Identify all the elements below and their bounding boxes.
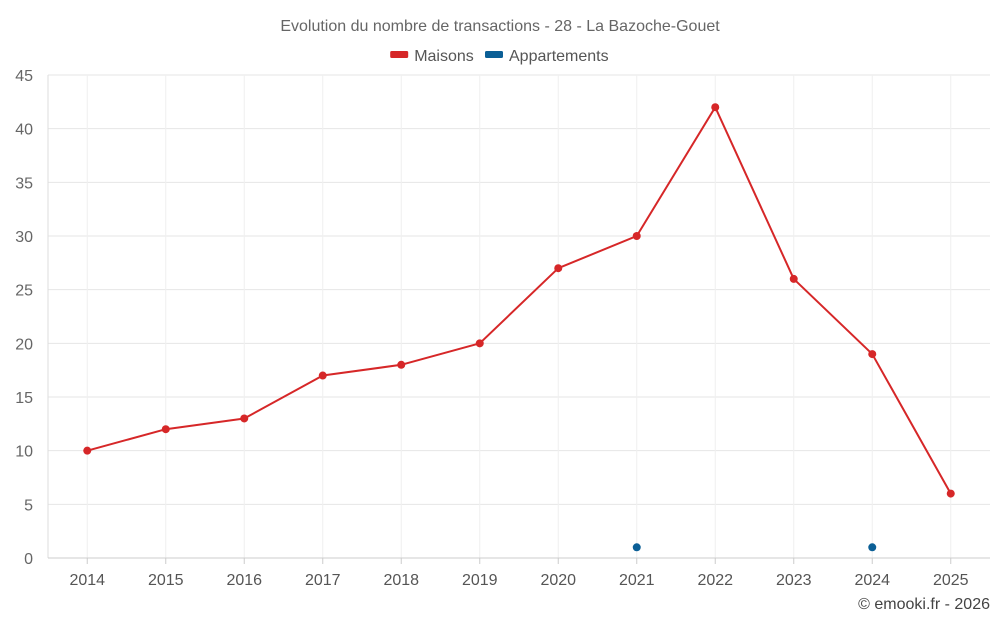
data-point[interactable] (240, 414, 249, 423)
series-appartements (632, 543, 877, 552)
x-tick-label: 2015 (148, 572, 184, 589)
legend-label: Appartements (509, 48, 609, 65)
data-point[interactable] (318, 371, 327, 380)
legend-label: Maisons (414, 48, 474, 65)
x-tick-label: 2023 (776, 572, 812, 589)
series-line-maisons (86, 106, 952, 495)
data-point[interactable] (632, 543, 641, 552)
x-tick-label: 2020 (540, 572, 576, 589)
data-point[interactable] (868, 543, 877, 552)
data-point[interactable] (83, 446, 92, 455)
data-point[interactable] (946, 489, 955, 498)
x-tick-label: 2017 (305, 572, 341, 589)
chart-title: Evolution du nombre de transactions - 28… (280, 18, 720, 35)
data-point[interactable] (161, 425, 170, 434)
x-tick-label: 2014 (69, 572, 105, 589)
legend-swatch (485, 51, 503, 58)
x-tick-label: 2025 (933, 572, 969, 589)
x-tick-label: 2024 (854, 572, 890, 589)
data-point[interactable] (475, 339, 484, 348)
x-tick-label: 2022 (697, 572, 733, 589)
series-layer (83, 103, 955, 552)
legend-item-appartements[interactable]: Appartements (485, 48, 609, 65)
grid (48, 74, 990, 559)
x-tick-label: 2018 (383, 572, 419, 589)
y-tick-label: 30 (15, 229, 33, 246)
y-tick-label: 45 (15, 68, 33, 85)
x-tick-label: 2019 (462, 572, 498, 589)
data-point[interactable] (632, 232, 641, 240)
y-tick-label: 15 (15, 390, 33, 407)
legend: Maisons Appartements (390, 48, 609, 65)
legend-swatch (390, 51, 409, 58)
data-point[interactable] (789, 274, 798, 283)
data-point[interactable] (554, 264, 563, 273)
legend-item-maisons[interactable]: Maisons (390, 48, 474, 65)
y-tick-label: 10 (15, 444, 33, 461)
y-axis: 0 5 10 15 20 25 30 35 40 45 (15, 68, 49, 568)
y-tick-label: 20 (15, 336, 33, 353)
data-point[interactable] (397, 360, 406, 369)
y-tick-label: 40 (15, 122, 33, 139)
data-point[interactable] (868, 350, 877, 359)
y-tick-label: 35 (15, 175, 33, 192)
y-tick-label: 5 (24, 497, 33, 514)
x-tick-label: 2021 (619, 572, 655, 589)
y-tick-label: 25 (15, 283, 33, 300)
x-tick-label: 2016 (226, 572, 262, 589)
credit-text: © emooki.fr - 2026 (858, 596, 990, 613)
y-tick-label: 0 (24, 551, 33, 568)
series-maisons (83, 103, 955, 498)
data-point[interactable] (711, 103, 720, 112)
x-axis: 2014 2015 2016 2017 2018 2019 2020 2021 2022 2023… (48, 557, 990, 589)
